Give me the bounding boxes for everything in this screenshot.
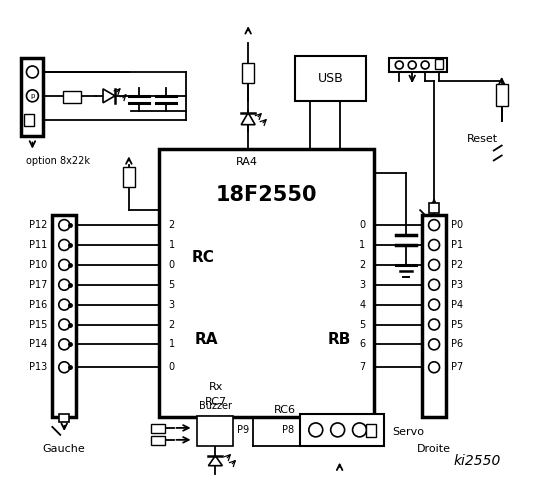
Text: P9: P9 (237, 425, 249, 435)
Text: Buzzer: Buzzer (199, 401, 232, 411)
Text: 5: 5 (359, 320, 366, 329)
Bar (422, 215, 446, 417)
Text: Gauche: Gauche (43, 444, 86, 454)
Circle shape (429, 319, 440, 330)
Text: ki2550: ki2550 (454, 454, 502, 468)
Bar (59, 414, 69, 422)
Text: 0: 0 (169, 260, 175, 270)
Bar (429, 203, 439, 213)
Circle shape (309, 423, 323, 437)
Text: P15: P15 (29, 320, 48, 329)
Bar (389, 58, 447, 72)
Polygon shape (208, 456, 222, 466)
Text: P1: P1 (451, 240, 463, 250)
Text: 6: 6 (359, 339, 366, 349)
Text: P6: P6 (451, 339, 463, 349)
Text: RC6: RC6 (273, 405, 295, 415)
Text: P3: P3 (451, 280, 463, 290)
Bar (435, 59, 443, 69)
Circle shape (429, 362, 440, 373)
Circle shape (331, 423, 345, 437)
Circle shape (429, 220, 440, 230)
Circle shape (429, 299, 440, 310)
Circle shape (59, 220, 70, 230)
Text: P2: P2 (451, 260, 463, 270)
Text: 4: 4 (359, 300, 366, 310)
Text: P11: P11 (29, 240, 48, 250)
Text: RC: RC (192, 251, 215, 265)
Bar (22, 58, 43, 136)
Circle shape (59, 339, 70, 350)
Text: 1: 1 (169, 339, 175, 349)
Bar (159, 148, 374, 417)
Text: Droite: Droite (417, 444, 451, 454)
Circle shape (59, 240, 70, 251)
Circle shape (429, 240, 440, 251)
Bar (197, 416, 233, 446)
Text: RB: RB (328, 332, 351, 347)
Circle shape (59, 259, 70, 270)
Text: 5: 5 (169, 280, 175, 290)
Bar (242, 63, 254, 83)
Polygon shape (103, 89, 115, 103)
Bar (151, 424, 165, 433)
Bar (367, 424, 377, 437)
Text: 18F2550: 18F2550 (216, 185, 317, 205)
Text: P8: P8 (282, 425, 294, 435)
Circle shape (429, 279, 440, 290)
Text: 2: 2 (359, 260, 366, 270)
Text: 1: 1 (169, 240, 175, 250)
Text: Reset: Reset (467, 133, 498, 144)
Circle shape (27, 66, 38, 78)
Text: 0: 0 (359, 220, 366, 230)
Text: 2: 2 (169, 220, 175, 230)
Bar (24, 114, 34, 126)
Circle shape (408, 61, 416, 69)
Circle shape (59, 279, 70, 290)
Text: 1: 1 (359, 240, 366, 250)
Text: P10: P10 (29, 260, 48, 270)
Text: option 8x22k: option 8x22k (27, 156, 91, 167)
Text: P12: P12 (29, 220, 48, 230)
Text: P0: P0 (451, 220, 463, 230)
Bar (63, 91, 81, 103)
Text: 3: 3 (359, 280, 366, 290)
Text: 0: 0 (169, 362, 175, 372)
Bar (295, 56, 367, 101)
Text: RA4: RA4 (236, 157, 258, 168)
Text: USB: USB (318, 72, 343, 85)
Bar (123, 168, 135, 187)
Bar (495, 84, 508, 106)
Text: P7: P7 (451, 362, 463, 372)
Text: P16: P16 (29, 300, 48, 310)
Text: p: p (30, 93, 35, 99)
Polygon shape (241, 113, 255, 125)
Text: P13: P13 (29, 362, 48, 372)
Text: 2: 2 (169, 320, 175, 329)
Circle shape (27, 90, 38, 102)
Text: P17: P17 (29, 280, 48, 290)
Text: RC7: RC7 (205, 397, 227, 407)
Text: P5: P5 (451, 320, 463, 329)
Text: Rx: Rx (209, 382, 223, 392)
Circle shape (353, 423, 367, 437)
Circle shape (59, 362, 70, 373)
Circle shape (429, 259, 440, 270)
Bar (300, 414, 384, 446)
Circle shape (421, 61, 429, 69)
Text: 3: 3 (169, 300, 175, 310)
Bar (53, 215, 76, 417)
Circle shape (395, 61, 403, 69)
Text: Servo: Servo (392, 427, 424, 437)
Circle shape (59, 299, 70, 310)
Circle shape (59, 319, 70, 330)
Text: P14: P14 (29, 339, 48, 349)
Circle shape (429, 339, 440, 350)
Text: P4: P4 (451, 300, 463, 310)
Text: 7: 7 (359, 362, 366, 372)
Bar (151, 436, 165, 445)
Text: RA: RA (195, 332, 218, 347)
